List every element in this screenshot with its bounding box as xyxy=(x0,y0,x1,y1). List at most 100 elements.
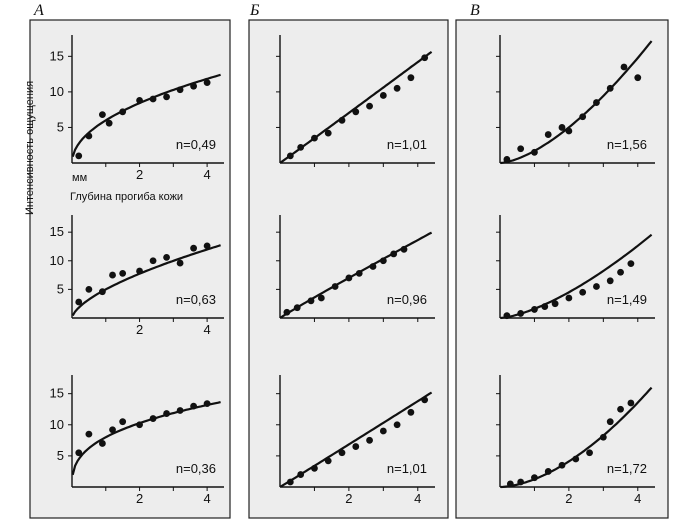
y-tick-label: 5 xyxy=(57,281,64,296)
x-tick-label: 2 xyxy=(136,491,143,506)
n-annotation: n=1,72 xyxy=(607,461,647,476)
y-tick-label: 15 xyxy=(50,224,64,239)
column-panel-1 xyxy=(29,19,231,519)
data-point xyxy=(99,288,106,296)
data-point xyxy=(551,300,559,308)
data-point xyxy=(503,312,511,320)
x-tick-label: 2 xyxy=(345,491,352,506)
fit-curve xyxy=(500,40,653,165)
data-point xyxy=(593,283,600,290)
n-annotation: n=0,49 xyxy=(176,137,216,152)
data-point xyxy=(517,145,525,153)
data-point xyxy=(565,294,573,302)
data-point xyxy=(136,267,143,275)
data-point xyxy=(352,108,360,116)
plot-Б-2: n=0,96 xyxy=(276,215,435,322)
x-tick-label: 4 xyxy=(634,491,641,506)
data-point xyxy=(617,405,624,413)
data-point xyxy=(503,156,511,163)
data-point xyxy=(119,418,127,426)
x-tick-label: 4 xyxy=(414,491,421,506)
fit-curve xyxy=(500,233,653,320)
data-point xyxy=(176,259,184,267)
data-point xyxy=(331,283,339,290)
plot-В-1: n=1,56 xyxy=(496,35,655,167)
data-point xyxy=(579,288,587,296)
data-point xyxy=(531,148,538,156)
y-tick-label: 10 xyxy=(50,417,64,432)
data-point xyxy=(517,310,525,317)
data-point xyxy=(366,102,373,110)
data-point xyxy=(407,408,415,416)
data-point xyxy=(393,84,401,92)
data-point xyxy=(297,143,305,151)
data-point xyxy=(606,418,614,426)
y-tick-label: 15 xyxy=(50,48,64,63)
plot-A-3: 5 10 15 2 4 n=0,36 xyxy=(50,375,224,506)
data-point xyxy=(324,457,332,465)
data-point xyxy=(338,449,346,457)
y-tick-label: 5 xyxy=(57,119,64,134)
data-point xyxy=(203,400,211,408)
data-point xyxy=(176,407,184,414)
data-point xyxy=(407,74,415,82)
data-point xyxy=(634,74,642,82)
fit-curve xyxy=(280,50,433,164)
data-point xyxy=(324,129,332,137)
y-tick-label: 15 xyxy=(50,386,64,401)
data-point xyxy=(307,297,315,305)
data-point xyxy=(617,268,624,276)
plot-В-2: n=1,49 xyxy=(496,215,655,322)
data-point xyxy=(109,271,116,279)
data-point xyxy=(203,79,211,87)
data-point xyxy=(85,285,93,293)
data-point xyxy=(99,440,106,447)
data-point xyxy=(541,303,549,310)
n-annotation: n=0,63 xyxy=(176,292,216,307)
data-point xyxy=(297,471,305,478)
data-point xyxy=(176,86,184,94)
data-point xyxy=(286,478,294,486)
data-point xyxy=(369,263,377,270)
data-point xyxy=(286,152,294,160)
data-point xyxy=(379,92,387,99)
plot-В-3: 2 4 n=1,72 xyxy=(496,375,655,506)
data-point xyxy=(531,306,538,313)
data-point xyxy=(136,421,143,429)
data-point xyxy=(163,93,170,101)
data-point xyxy=(75,152,83,160)
column-panel-2 xyxy=(248,19,449,519)
n-annotation: n=1,01 xyxy=(387,461,427,476)
data-point xyxy=(572,455,580,463)
column-panel-3 xyxy=(455,19,669,519)
data-point xyxy=(99,111,106,119)
data-point xyxy=(579,113,587,121)
data-point xyxy=(593,99,600,106)
data-point xyxy=(163,253,170,261)
column-letter-b: Б xyxy=(250,2,260,19)
y-tick-label: 10 xyxy=(50,253,64,268)
plot-A-1: 5 10 15 2 4 n=0,49 xyxy=(50,35,224,182)
x-axis-label: Глубина прогиба кожи xyxy=(70,191,184,203)
fit-curve xyxy=(280,391,433,488)
column-letter-a: A xyxy=(34,2,44,19)
data-point xyxy=(544,131,552,138)
data-point xyxy=(190,244,198,252)
y-axis-label: Интенсивность ощущения xyxy=(24,80,36,215)
x-tick-label: 2 xyxy=(136,322,143,337)
data-point xyxy=(119,108,127,116)
data-point xyxy=(163,410,170,417)
x-tick-label: 2 xyxy=(565,491,572,506)
x-tick-label: 4 xyxy=(203,167,210,182)
data-point xyxy=(317,294,325,302)
data-point xyxy=(421,396,429,404)
data-point xyxy=(75,449,83,457)
data-point xyxy=(379,427,387,435)
n-annotation: n=1,49 xyxy=(607,292,647,307)
data-point xyxy=(558,461,566,469)
data-point xyxy=(393,421,401,429)
fit-curve xyxy=(71,244,221,317)
data-point xyxy=(531,474,538,482)
